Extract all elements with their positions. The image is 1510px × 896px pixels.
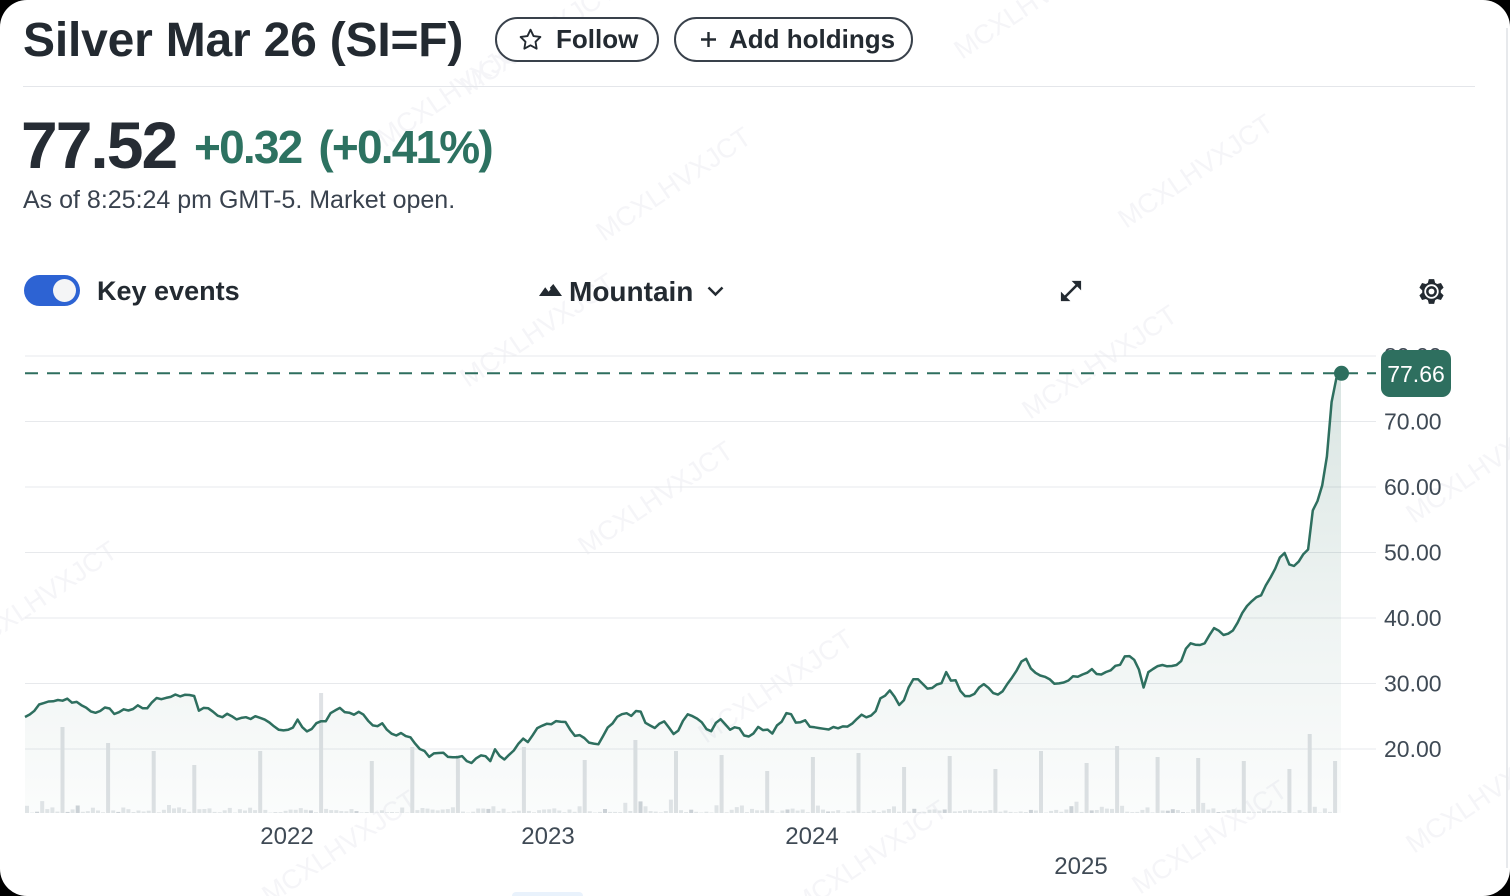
svg-text:70.00: 70.00 bbox=[1384, 409, 1442, 435]
svg-text:77.66: 77.66 bbox=[1387, 361, 1445, 387]
svg-text:50.00: 50.00 bbox=[1384, 540, 1442, 566]
svg-text:40.00: 40.00 bbox=[1384, 605, 1442, 631]
svg-text:2023: 2023 bbox=[521, 823, 574, 850]
svg-text:20.00: 20.00 bbox=[1384, 736, 1442, 762]
svg-text:60.00: 60.00 bbox=[1384, 474, 1442, 500]
svg-text:2024: 2024 bbox=[785, 823, 838, 850]
svg-text:30.00: 30.00 bbox=[1384, 671, 1442, 697]
svg-text:2022: 2022 bbox=[260, 823, 313, 850]
svg-text:2025: 2025 bbox=[1054, 853, 1107, 880]
